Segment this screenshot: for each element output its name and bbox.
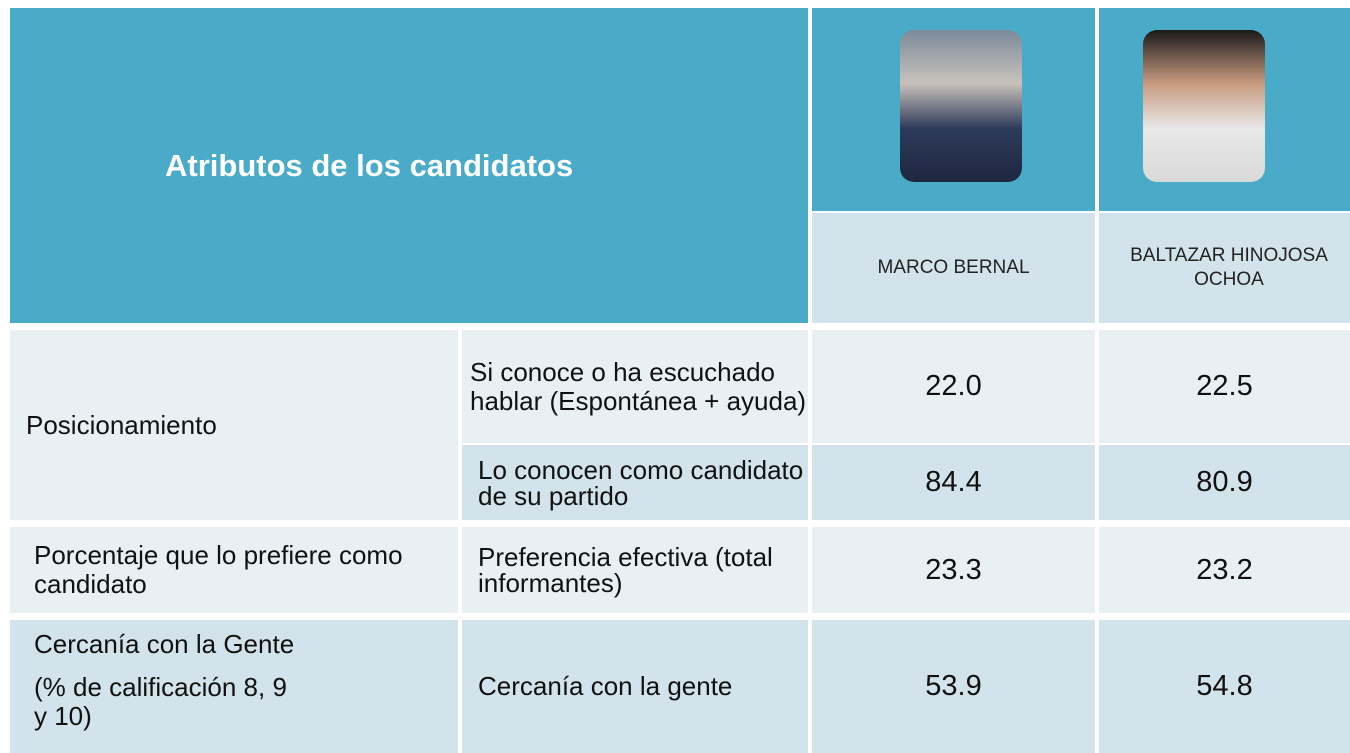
group-label: Cercanía con la Gente (34, 629, 295, 659)
value: 22.0 (812, 330, 1095, 443)
header-title: Atributos de los candidatos (10, 8, 808, 323)
candidate-name: MARCO BERNAL (812, 213, 1095, 323)
item-label: Lo conocen como candidato de su partido (462, 445, 808, 520)
value: 53.9 (812, 620, 1095, 753)
candidate-photo (1143, 30, 1265, 182)
value: 80.9 (1099, 445, 1350, 520)
value: 22.5 (1099, 330, 1350, 443)
candidate-photo (900, 30, 1022, 182)
value: 23.3 (812, 527, 1095, 613)
group-label: Porcentaje que lo prefiere como candidat… (10, 527, 458, 613)
value: 23.2 (1099, 527, 1350, 613)
item-label: Preferencia efectiva (total informantes) (462, 527, 808, 613)
candidate-name: BALTAZAR HINOJOSA OCHOA (1099, 213, 1350, 323)
group-label: Posicionamiento (10, 330, 458, 520)
group-note: (% de calificación 8, 9 y 10) (34, 672, 287, 731)
value: 54.8 (1099, 620, 1350, 753)
item-label: Si conoce o ha escuchado hablar (Espontá… (462, 330, 808, 443)
value: 84.4 (812, 445, 1095, 520)
group-cell: Cercanía con la Gente (% de calificación… (10, 620, 458, 753)
item-label: Cercanía con la gente (462, 620, 808, 753)
